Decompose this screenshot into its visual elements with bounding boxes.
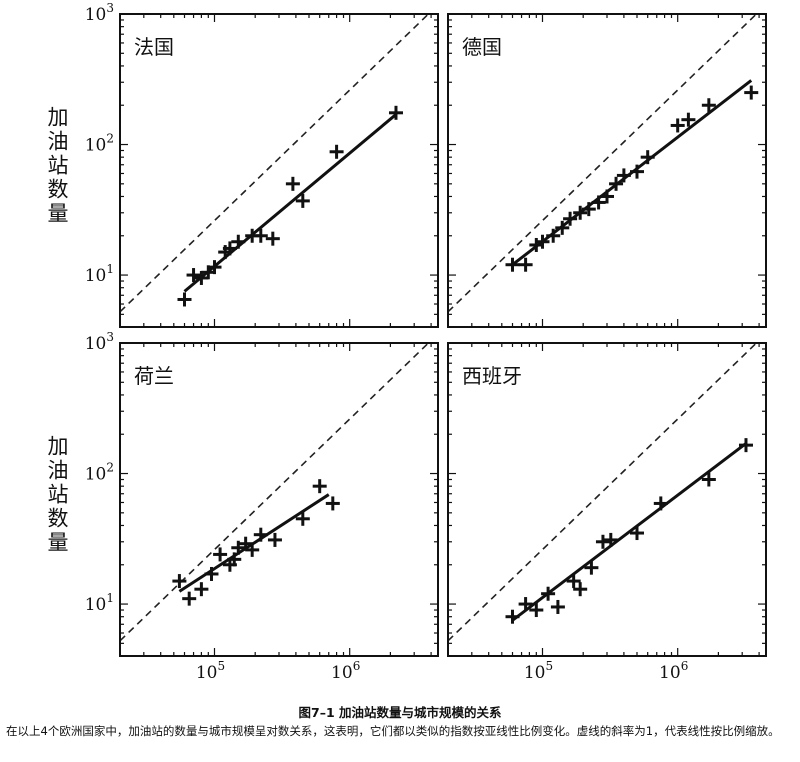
data-point (566, 574, 581, 589)
data-point (563, 211, 578, 226)
data-point (591, 195, 606, 210)
data-point (609, 176, 624, 191)
plot-frame (447, 342, 767, 657)
data-point (329, 144, 344, 159)
x-tick-label: 106 (659, 659, 688, 683)
y-tick-label: 103 (85, 330, 114, 354)
data-point (701, 472, 716, 487)
data-point (227, 552, 242, 567)
data-point (182, 591, 197, 606)
data-point (555, 220, 570, 235)
data-point (640, 150, 655, 165)
data-point (505, 609, 520, 624)
x-tick-label: 105 (524, 659, 553, 683)
data-point (238, 536, 253, 551)
panel-title: 法国 (134, 35, 174, 59)
data-point (245, 542, 260, 557)
y-tick-label: 102 (85, 132, 114, 156)
data-point (550, 599, 565, 614)
data-point (265, 231, 280, 246)
data-point (295, 511, 310, 526)
data-point (177, 292, 192, 307)
data-point (388, 105, 403, 120)
y-axis-label: 加油站数量 (48, 435, 69, 555)
data-point (194, 582, 209, 597)
data-point (518, 257, 533, 272)
panel-netherlands: 荷兰 101 102 103 105 106 加油站数量 (48, 330, 439, 683)
y-axis-label: 加油站数量 (48, 106, 69, 226)
data-point (546, 228, 561, 243)
x-tick-label: 105 (196, 659, 225, 683)
panel-france: 法国 101 102 103 加油站数量 (48, 1, 439, 328)
data-point (584, 560, 599, 575)
data-point (744, 85, 759, 100)
figure-caption-body: 在以上4个欧洲国家中，加油站的数量与城市规模呈对数关系，这表明，它们都以类似的指… (6, 724, 780, 738)
y-tick-label: 101 (85, 262, 114, 286)
panel-title: 荷兰 (134, 364, 174, 388)
data-point (325, 496, 340, 511)
data-point (629, 526, 644, 541)
data-point (253, 527, 268, 542)
data-point (595, 534, 610, 549)
data-point (616, 168, 631, 183)
data-point (535, 234, 550, 249)
data-point (267, 532, 282, 547)
figure-caption-title: 图7–1 加油站数量与城市规模的关系 (298, 705, 502, 720)
data-point (670, 118, 685, 133)
data-point (701, 98, 716, 113)
panel-title: 德国 (462, 35, 502, 59)
data-point (573, 582, 588, 597)
data-point (312, 479, 327, 494)
data-point (541, 586, 556, 601)
data-point (681, 112, 696, 127)
data-point (505, 257, 520, 272)
panel-germany: 德国 (447, 13, 767, 328)
data-point (253, 228, 268, 243)
data-point (738, 438, 753, 453)
data-point (518, 597, 533, 612)
data-point (529, 603, 544, 618)
fit-line (183, 113, 397, 293)
plot-frame (447, 13, 767, 328)
y-tick-label: 101 (85, 591, 114, 615)
fit-line (178, 493, 330, 593)
data-point (213, 547, 228, 562)
panel-title: 西班牙 (462, 364, 522, 388)
data-point (231, 234, 246, 249)
data-point (603, 532, 618, 547)
data-point (204, 566, 219, 581)
data-point (231, 540, 246, 555)
data-point (295, 193, 310, 208)
data-point (600, 189, 614, 204)
data-point (222, 241, 237, 256)
data-point (573, 205, 588, 220)
data-point (653, 496, 668, 511)
y-tick-label: 103 (85, 1, 114, 25)
data-point (581, 202, 596, 217)
data-point (629, 164, 644, 179)
plot-frame (119, 13, 439, 328)
data-point (285, 176, 300, 191)
panel-spain: 西班牙 105 106 (447, 342, 767, 683)
data-point (207, 260, 222, 275)
x-tick-label: 106 (331, 659, 360, 683)
plot-frame (119, 342, 439, 657)
data-point (186, 268, 201, 283)
y-tick-label: 102 (85, 461, 114, 485)
fit-line (511, 442, 747, 622)
data-point (172, 574, 187, 589)
